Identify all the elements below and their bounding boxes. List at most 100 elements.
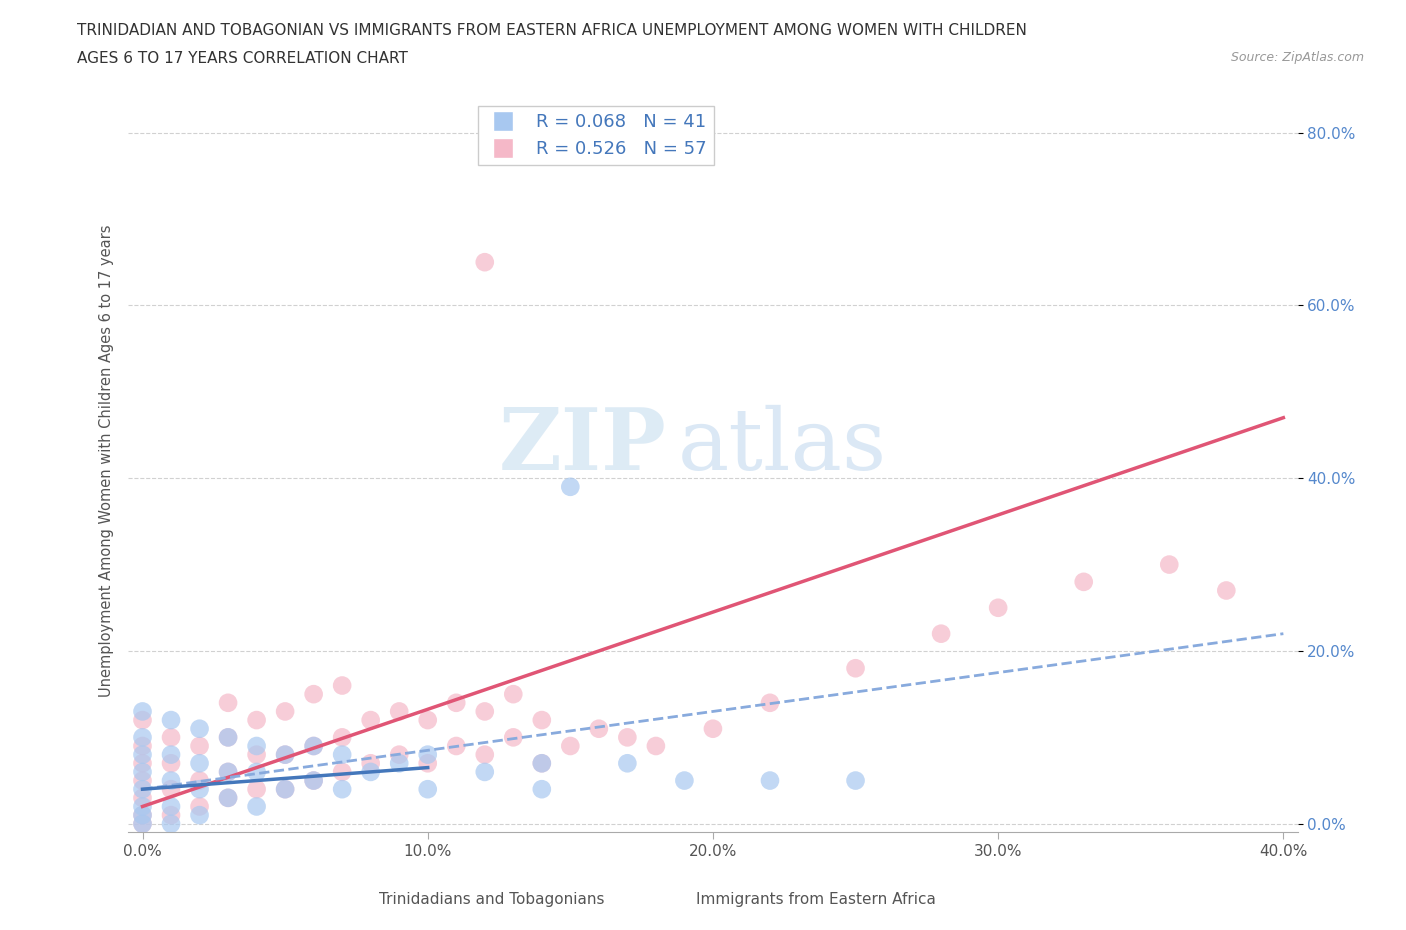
Point bbox=[188, 722, 211, 737]
Point bbox=[330, 747, 353, 762]
Point bbox=[188, 738, 211, 753]
Point bbox=[131, 738, 153, 753]
Point bbox=[844, 661, 866, 676]
Point bbox=[302, 686, 325, 701]
Point bbox=[217, 730, 239, 745]
Point bbox=[188, 799, 211, 814]
Point bbox=[444, 696, 467, 711]
Text: Trinidadians and Tobagonians: Trinidadians and Tobagonians bbox=[380, 892, 605, 907]
Point bbox=[502, 730, 524, 745]
Point bbox=[160, 756, 183, 771]
Point bbox=[131, 747, 153, 762]
Point bbox=[644, 738, 666, 753]
Point bbox=[160, 730, 183, 745]
Legend: R = 0.068   N = 41, R = 0.526   N = 57: R = 0.068 N = 41, R = 0.526 N = 57 bbox=[478, 106, 714, 166]
Point bbox=[474, 747, 496, 762]
Point bbox=[131, 817, 153, 831]
Point bbox=[1073, 575, 1095, 590]
Point bbox=[246, 747, 269, 762]
Point bbox=[246, 712, 269, 727]
Point bbox=[844, 773, 866, 788]
Point bbox=[388, 704, 411, 719]
Point bbox=[274, 704, 297, 719]
Point bbox=[330, 782, 353, 797]
Point bbox=[530, 756, 553, 771]
Text: atlas: atlas bbox=[678, 405, 887, 487]
Point bbox=[929, 626, 952, 641]
Point bbox=[360, 764, 382, 779]
Point bbox=[530, 712, 553, 727]
Point bbox=[131, 764, 153, 779]
Point bbox=[302, 738, 325, 753]
Point bbox=[217, 764, 239, 779]
Point bbox=[274, 782, 297, 797]
Point bbox=[474, 704, 496, 719]
Point bbox=[360, 712, 382, 727]
Point bbox=[274, 747, 297, 762]
Text: ZIP: ZIP bbox=[498, 404, 666, 488]
Point bbox=[131, 790, 153, 805]
Point bbox=[360, 756, 382, 771]
Point bbox=[246, 799, 269, 814]
Point bbox=[1159, 557, 1181, 572]
Point bbox=[217, 696, 239, 711]
Point bbox=[759, 773, 782, 788]
Text: AGES 6 TO 17 YEARS CORRELATION CHART: AGES 6 TO 17 YEARS CORRELATION CHART bbox=[77, 51, 408, 66]
Point bbox=[673, 773, 696, 788]
Point bbox=[302, 773, 325, 788]
Point bbox=[416, 756, 439, 771]
Point bbox=[160, 782, 183, 797]
Point bbox=[444, 738, 467, 753]
Point bbox=[131, 807, 153, 822]
Point bbox=[274, 747, 297, 762]
Point bbox=[246, 738, 269, 753]
Point bbox=[616, 730, 638, 745]
Point bbox=[330, 678, 353, 693]
Point bbox=[987, 601, 1010, 616]
Point bbox=[160, 712, 183, 727]
Point bbox=[131, 704, 153, 719]
Text: Source: ZipAtlas.com: Source: ZipAtlas.com bbox=[1230, 51, 1364, 64]
Point bbox=[160, 807, 183, 822]
Point bbox=[188, 782, 211, 797]
Point bbox=[160, 773, 183, 788]
Point bbox=[416, 782, 439, 797]
Point bbox=[588, 722, 610, 737]
Point bbox=[502, 686, 524, 701]
Point bbox=[131, 756, 153, 771]
Text: Immigrants from Eastern Africa: Immigrants from Eastern Africa bbox=[696, 892, 935, 907]
Point bbox=[274, 782, 297, 797]
Point bbox=[616, 756, 638, 771]
Point bbox=[188, 773, 211, 788]
Point bbox=[131, 782, 153, 797]
Point bbox=[131, 817, 153, 831]
Point bbox=[217, 790, 239, 805]
Point bbox=[131, 773, 153, 788]
Point bbox=[302, 738, 325, 753]
Point bbox=[388, 747, 411, 762]
Point bbox=[560, 479, 582, 494]
Point bbox=[131, 712, 153, 727]
Point bbox=[131, 799, 153, 814]
Point bbox=[530, 756, 553, 771]
Point bbox=[759, 696, 782, 711]
Point bbox=[702, 722, 724, 737]
Point bbox=[160, 799, 183, 814]
Point bbox=[416, 712, 439, 727]
Point bbox=[560, 738, 582, 753]
Point bbox=[330, 730, 353, 745]
Point bbox=[246, 764, 269, 779]
Point bbox=[217, 790, 239, 805]
Point bbox=[530, 782, 553, 797]
Point bbox=[160, 817, 183, 831]
Point bbox=[474, 764, 496, 779]
Point bbox=[1215, 583, 1237, 598]
Point bbox=[217, 730, 239, 745]
Point bbox=[217, 764, 239, 779]
Point bbox=[388, 756, 411, 771]
Point bbox=[131, 730, 153, 745]
Point bbox=[131, 807, 153, 822]
Point bbox=[188, 807, 211, 822]
Text: TRINIDADIAN AND TOBAGONIAN VS IMMIGRANTS FROM EASTERN AFRICA UNEMPLOYMENT AMONG : TRINIDADIAN AND TOBAGONIAN VS IMMIGRANTS… bbox=[77, 23, 1028, 38]
Y-axis label: Unemployment Among Women with Children Ages 6 to 17 years: Unemployment Among Women with Children A… bbox=[100, 225, 114, 698]
